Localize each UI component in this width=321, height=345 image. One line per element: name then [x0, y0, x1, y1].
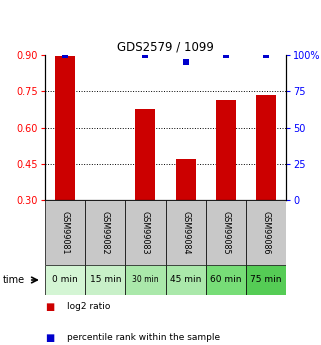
Text: 60 min: 60 min	[210, 276, 241, 285]
Bar	[125, 200, 166, 265]
Text: GSM99083: GSM99083	[141, 211, 150, 254]
Bar	[85, 200, 125, 265]
Text: GSM99084: GSM99084	[181, 211, 190, 254]
Text: ■: ■	[45, 333, 54, 343]
Bar	[45, 200, 85, 265]
Bar	[166, 200, 206, 265]
Text: log2 ratio: log2 ratio	[67, 302, 111, 311]
Text: GSM99086: GSM99086	[261, 211, 270, 254]
Bar	[256, 95, 276, 200]
Bar	[246, 265, 286, 295]
Text: time: time	[3, 275, 25, 285]
Text: GSM99085: GSM99085	[221, 211, 230, 254]
Text: ■: ■	[45, 302, 54, 312]
Bar	[206, 265, 246, 295]
Text: 45 min: 45 min	[170, 276, 201, 285]
Bar	[206, 200, 246, 265]
Text: 30 min: 30 min	[132, 276, 159, 285]
Bar	[246, 200, 286, 265]
Bar	[55, 56, 75, 200]
Bar	[85, 265, 125, 295]
Bar	[176, 159, 195, 200]
Text: 0 min: 0 min	[52, 276, 78, 285]
Bar	[135, 109, 155, 200]
Bar	[125, 265, 166, 295]
Text: GSM99081: GSM99081	[61, 211, 70, 254]
Bar	[166, 265, 206, 295]
Bar	[216, 100, 236, 200]
Text: 75 min: 75 min	[250, 276, 282, 285]
Text: 15 min: 15 min	[90, 276, 121, 285]
Title: GDS2579 / 1099: GDS2579 / 1099	[117, 41, 214, 54]
Bar	[45, 265, 85, 295]
Text: percentile rank within the sample: percentile rank within the sample	[67, 333, 221, 342]
Text: GSM99082: GSM99082	[101, 211, 110, 254]
